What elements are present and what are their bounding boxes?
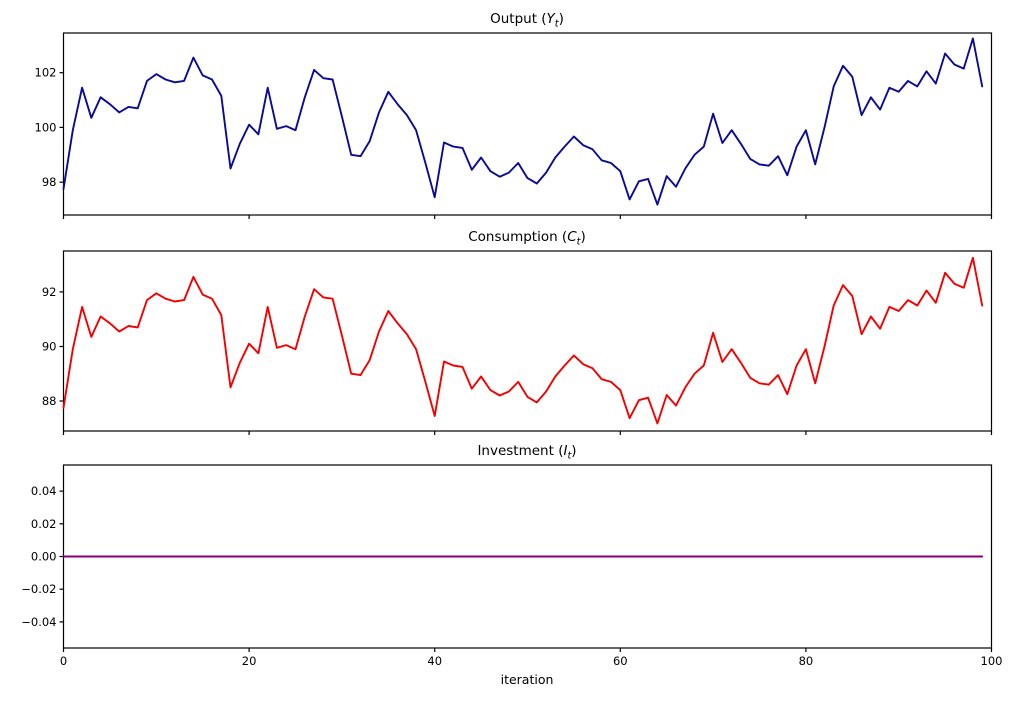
svg-text:0.04: 0.04 [31,484,57,498]
svg-text:−0.04: −0.04 [21,615,56,629]
investment-title-symbol: I [563,443,568,459]
output-chart-title: Output (Yt) [63,8,991,30]
investment-title-subscript: t [567,450,572,462]
consumption-chart-title: Consumption (Ct) [63,226,991,248]
svg-text:92: 92 [42,285,57,299]
svg-text:90: 90 [42,340,57,354]
svg-text:0.00: 0.00 [31,550,57,564]
investment-title-suffix: ) [571,443,577,459]
svg-text:98: 98 [42,175,57,189]
svg-text:40: 40 [427,654,442,668]
output-title-subscript: t [554,18,559,30]
svg-text:0: 0 [60,654,67,668]
svg-text:60: 60 [613,654,628,668]
consumption-title-suffix: ) [580,229,586,245]
consumption-title-subscript: t [576,236,581,248]
svg-text:102: 102 [35,66,57,80]
investment-chart-title: Investment (It) [63,440,991,462]
consumption-title-prefix: Consumption ( [468,229,568,245]
svg-text:0.02: 0.02 [31,517,57,531]
svg-text:88: 88 [42,394,57,408]
svg-text:−0.02: −0.02 [21,582,56,596]
consumption-title-symbol: C [567,229,577,245]
investment-title-prefix: Investment ( [477,443,564,459]
svg-text:100: 100 [35,120,57,134]
output-title-symbol: Y [546,11,555,27]
svg-text:20: 20 [242,654,257,668]
output-title-suffix: ) [558,11,564,27]
svg-text:80: 80 [799,654,814,668]
svg-text:100: 100 [981,654,1003,668]
x-axis-label: iteration [500,672,554,687]
output-title-prefix: Output ( [490,11,547,27]
